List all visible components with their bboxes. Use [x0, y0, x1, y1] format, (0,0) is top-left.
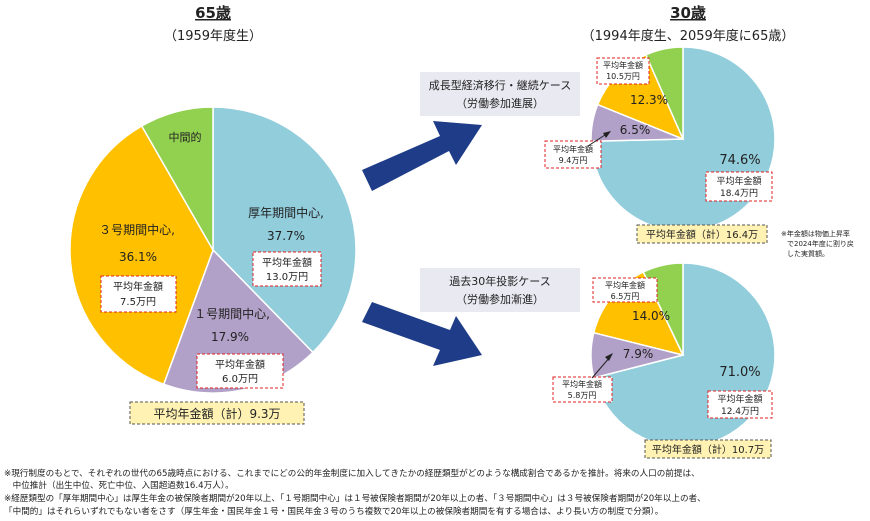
benefit-caption-sangou: 平均年金額: [113, 280, 163, 293]
side-note-line-3: した実質額。: [787, 249, 829, 258]
left-chart-title: 65歳: [195, 4, 231, 22]
footnote-line-2: 中位推計（出生中位、死亡中位、入国超過数16.4万人）。: [4, 479, 234, 491]
pointer-head-growth-icon: [603, 131, 611, 138]
benefit-box-ichigou-growth: [544, 140, 602, 169]
right-chart-title: 30歳: [670, 4, 706, 22]
slice-percent-ichigou: 17.9%: [211, 330, 249, 344]
arrow-to-past-case-icon: [362, 302, 482, 366]
benefit-box-ichigou: [196, 353, 284, 389]
pie0-slice-0: [212, 106, 357, 354]
footnote-line-1: ※現行制度のもとで、それぞれの世代の65歳時点における、これまでにどの公的年金制…: [4, 467, 700, 479]
arrow-to-growth-case-icon: [362, 121, 482, 191]
total-box-past: [644, 439, 772, 459]
slice-percent-kounen: 37.7%: [267, 229, 305, 243]
pointer-ichigou-past: [591, 356, 611, 379]
right-chart-subtitle: （1994年度生、2059年度に65歳）: [582, 28, 795, 44]
benefit-amount-kounen: 13.0万円: [266, 272, 308, 283]
footnote-line-3: ※経歴類型の「厚年期間中心」は厚生年金の被保険者期間が20年以上、「１号期間中心…: [4, 492, 706, 504]
slice-percent-sangou-past: 14.0%: [632, 309, 670, 323]
growth-case-sublabel: （労働参加進展）: [456, 96, 544, 110]
benefit-amount-sangou-growth: 10.5万円: [606, 72, 640, 81]
growth-case-box: [420, 72, 580, 116]
footnote-line-4: 「中間的」はそれらいずれでもない者をさす（厚生年金・国民年金１号・国民年金３号の…: [4, 505, 663, 517]
slice-percent-kounen-past: 71.0%: [719, 365, 760, 380]
benefit-caption-kounen-growth: 平均年金額: [716, 175, 761, 187]
slice-percent-ichigou-growth: 6.5%: [620, 123, 651, 137]
benefit-caption-sangou-growth: 平均年金額: [603, 60, 643, 70]
left-chart-subtitle: （1959年度生）: [164, 28, 262, 44]
benefit-box-sangou: [100, 275, 177, 313]
slice-label-kounen: 厚年期間中心,: [248, 205, 324, 220]
benefit-amount-sangou-past: 6.5万円: [611, 292, 640, 301]
benefit-amount-kounen-past: 12.4万円: [721, 406, 759, 417]
benefit-caption-kounen: 平均年金額: [262, 256, 312, 269]
slice-percent-sangou-growth: 12.3%: [630, 93, 668, 107]
side-note-line-1: ※年金額は物価上昇率: [781, 229, 850, 238]
pie-65: [69, 106, 357, 394]
pointer-head-past-icon: [605, 353, 613, 361]
benefit-box-kounen-growth: [705, 171, 773, 202]
benefit-box-kounen-past: [707, 390, 773, 419]
benefit-box-sangou-past: [592, 277, 658, 303]
benefit-box-kounen: [252, 251, 322, 287]
benefit-caption-kounen-past: 平均年金額: [717, 393, 762, 405]
pie0-slice-2: [69, 124, 214, 386]
slice-percent-kounen-growth: 74.6%: [719, 153, 760, 168]
slice-label-sangou: ３号期間中心,: [99, 222, 175, 237]
total-label-growth: 平均年金額（計）16.4万: [646, 228, 758, 241]
benefit-caption-ichigou-growth: 平均年金額: [553, 144, 593, 154]
benefit-amount-ichigou-growth: 9.4万円: [559, 156, 588, 165]
benefit-caption-ichigou: 平均年金額: [215, 358, 265, 371]
benefit-amount-kounen-growth: 18.4万円: [720, 188, 758, 199]
slice-percent-sangou: 36.1%: [119, 250, 157, 264]
total-box-65: [129, 401, 305, 425]
total-label-past: 平均年金額（計）10.7万: [652, 443, 764, 456]
slice-label-ichigou: １号期間中心,: [194, 306, 270, 321]
side-note-line-2: で2024年度に割り戻: [787, 239, 854, 248]
benefit-amount-ichigou-past: 5.8万円: [568, 391, 597, 400]
slice-label-chukanteki: 中間的: [169, 130, 202, 144]
pie0-slice-3: [140, 106, 214, 253]
pie1-slice-3: [644, 46, 684, 140]
benefit-caption-ichigou-past: 平均年金額: [562, 379, 602, 389]
past-case-sublabel: （労働参加漸進）: [456, 292, 544, 306]
benefit-box-ichigou-past: [552, 376, 613, 403]
benefit-box-sangou-growth: [596, 57, 650, 85]
benefit-amount-ichigou: 6.0万円: [222, 374, 258, 385]
slice-percent-ichigou-past: 7.9%: [623, 347, 654, 361]
benefit-amount-sangou: 7.5万円: [120, 297, 156, 308]
growth-case-label: 成長型経済移行・継続ケース: [429, 78, 571, 92]
total-box-growth: [636, 224, 768, 244]
benefit-caption-sangou-past: 平均年金額: [605, 280, 645, 290]
past-case-box: [420, 268, 580, 312]
past-case-label: 過去30年投影ケース: [449, 274, 550, 288]
total-label-65: 平均年金額（計）9.3万: [153, 406, 280, 421]
